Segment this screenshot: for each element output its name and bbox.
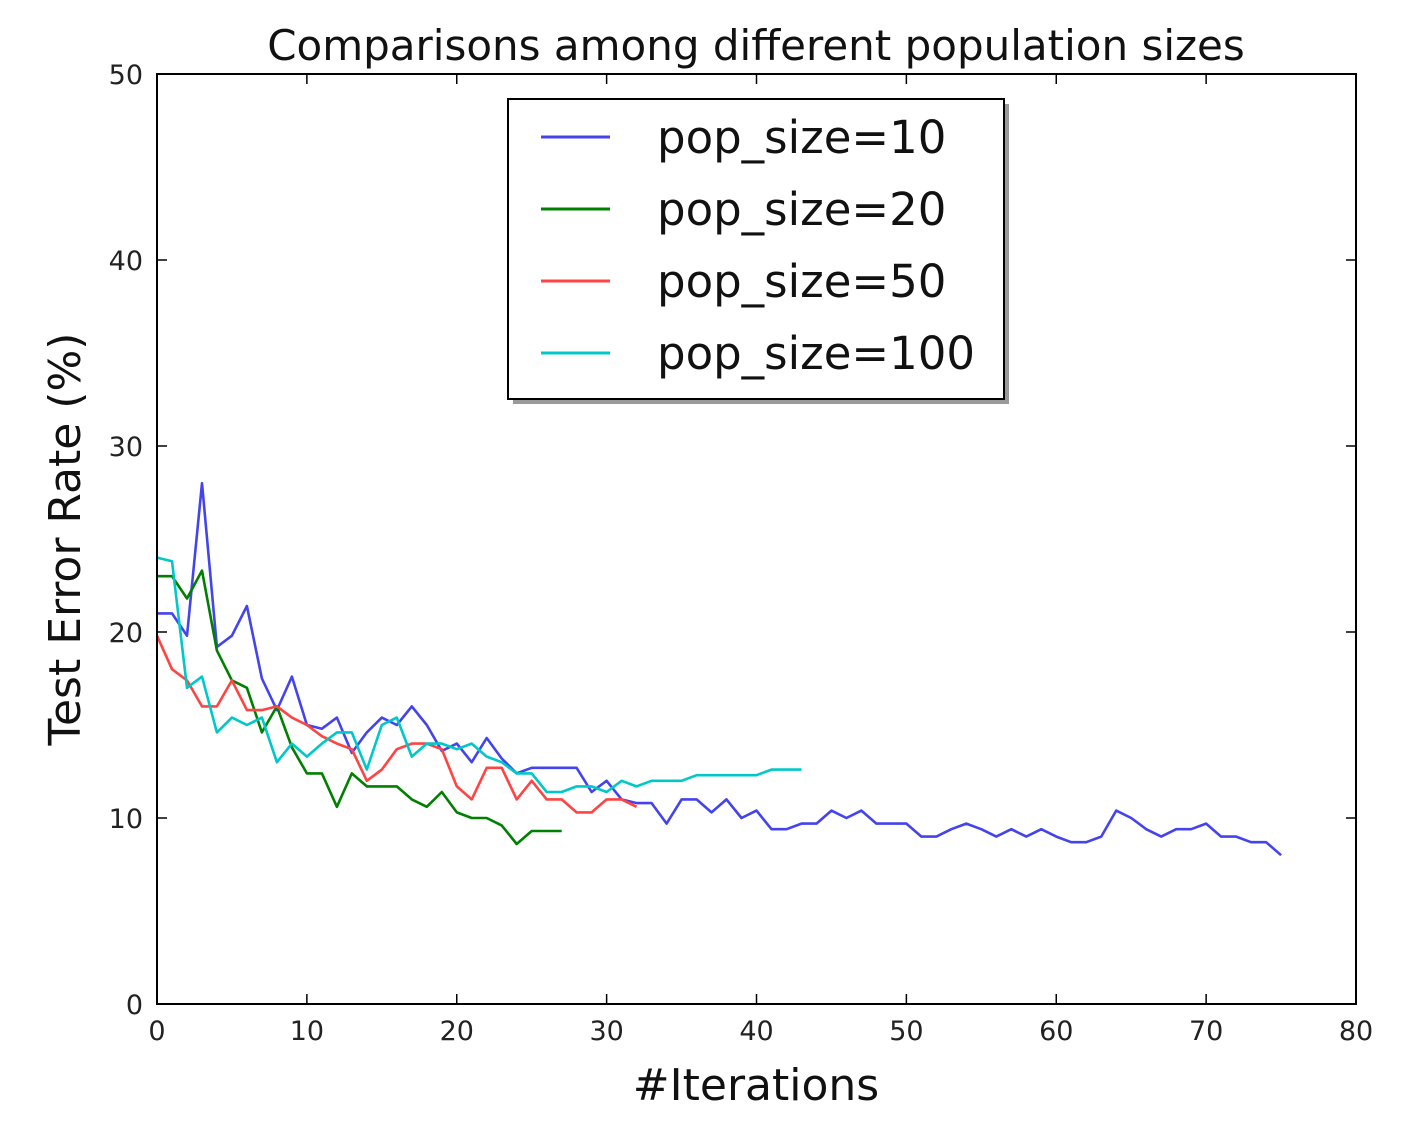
series-line-1 [157,569,562,846]
legend-entries: pop_size=10 pop_size=20 pop_size=50 pop_siz… [541,111,975,380]
x-tick-label: 30 [589,1016,623,1047]
x-tick-label: 20 [440,1016,474,1047]
x-tick-label: 60 [1039,1016,1073,1047]
series-line-0 [157,481,1282,857]
legend-label-2: pop_size=50 [657,255,946,308]
x-axis-label: #Iterations [633,1060,879,1111]
x-tick-label: 80 [1339,1016,1373,1047]
y-tick-label: 50 [109,60,143,91]
y-tick-label: 0 [126,990,143,1021]
series-line-2 [155,635,638,814]
series-line-3 [156,556,802,794]
x-tick-label: 0 [148,1016,165,1047]
y-axis-ticks: 0 10 20 30 40 50 [109,60,1356,1021]
x-tick-label: 70 [1189,1016,1223,1047]
legend-label-0: pop_size=10 [657,111,946,164]
y-tick-label: 20 [109,618,143,649]
y-tick-label: 40 [109,246,143,277]
x-tick-label: 50 [889,1016,923,1047]
y-tick-label: 30 [109,432,143,463]
x-tick-label: 40 [739,1016,773,1047]
legend-label-1: pop_size=20 [657,183,946,236]
x-tick-label: 10 [290,1016,324,1047]
legend: pop_size=10 pop_size=20 pop_size=50 pop_siz… [507,98,1009,404]
y-axis-label: Test Error Rate (%) [40,333,91,747]
y-tick-label: 10 [109,804,143,835]
x-axis-ticks: 0 10 20 30 40 50 60 70 80 [148,74,1373,1047]
series-layer [155,481,1282,857]
legend-label-3: pop_size=100 [657,327,975,380]
chart-title: Comparisons among different population s… [267,21,1245,70]
legend-box [507,98,1005,400]
